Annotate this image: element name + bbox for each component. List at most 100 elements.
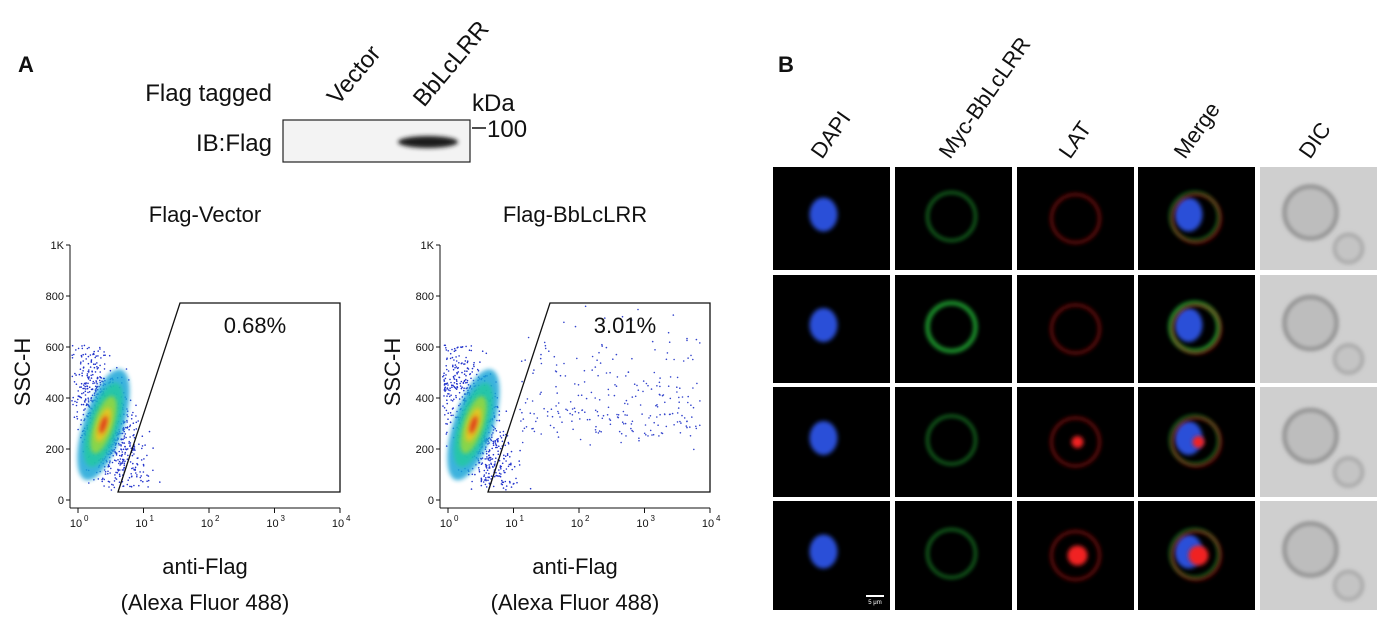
- membrane: [1169, 415, 1220, 465]
- event-dot: [544, 344, 547, 347]
- dic-cell: [1333, 457, 1364, 487]
- x-tick-exp: 3: [281, 514, 286, 523]
- event-dot: [469, 373, 471, 376]
- event-dot: [118, 481, 121, 484]
- event-dot: [90, 399, 92, 402]
- event-dot: [94, 363, 97, 366]
- x-tick-exp: 4: [716, 514, 721, 523]
- event-dot: [87, 355, 90, 358]
- event-dot: [454, 367, 456, 369]
- event-dot: [443, 395, 445, 397]
- event-dot: [686, 420, 688, 423]
- event-dot: [96, 368, 99, 370]
- event-dot: [124, 451, 127, 454]
- event-dot: [120, 448, 123, 451]
- event-dot: [133, 434, 135, 436]
- event-dot: [109, 472, 111, 474]
- event-dot: [128, 440, 130, 443]
- event-dot: [488, 476, 491, 479]
- event-dot: [645, 434, 647, 436]
- event-dot: [556, 431, 559, 434]
- event-dot: [80, 419, 82, 421]
- event-dot: [87, 397, 89, 400]
- event-dot: [634, 395, 637, 398]
- event-dot: [467, 368, 470, 370]
- event-dot: [533, 369, 535, 371]
- event-dot: [126, 426, 129, 428]
- event-dot: [84, 390, 87, 393]
- event-dot: [597, 432, 600, 434]
- event-dot: [114, 477, 117, 479]
- event-dot: [668, 413, 671, 416]
- event-dot: [82, 370, 84, 372]
- event-dot: [518, 460, 520, 462]
- event-dot: [638, 439, 640, 442]
- density-core: [99, 416, 108, 434]
- event-dot: [500, 468, 502, 470]
- event-dot: [671, 412, 674, 415]
- event-dot: [84, 353, 87, 356]
- event-dot: [142, 480, 144, 483]
- event-dot: [605, 372, 608, 374]
- event-dot: [451, 386, 453, 389]
- event-dot: [494, 443, 497, 445]
- event-dot: [656, 406, 659, 408]
- event-dot: [589, 444, 591, 446]
- event-dot: [656, 404, 658, 406]
- event-dot: [88, 346, 90, 349]
- event-dot: [695, 425, 697, 428]
- y-tick-label: 400: [416, 393, 434, 405]
- event-dot: [569, 412, 571, 415]
- dic-cell: [1333, 233, 1364, 264]
- event-dot: [86, 387, 89, 390]
- event-dot: [445, 389, 447, 391]
- event-dot: [607, 406, 610, 409]
- event-dot: [480, 479, 483, 482]
- event-dot: [612, 358, 614, 361]
- event-dot: [473, 365, 475, 368]
- event-dot: [133, 446, 135, 448]
- event-dot: [121, 432, 124, 435]
- event-dot: [471, 480, 473, 483]
- x-tick-exp: 1: [520, 514, 525, 523]
- event-dot: [130, 418, 133, 420]
- event-dot: [129, 442, 132, 444]
- event-dot: [473, 361, 475, 364]
- event-dot: [80, 386, 82, 388]
- event-dot: [81, 345, 83, 347]
- event-dot: [95, 355, 97, 357]
- event-dot: [488, 457, 490, 460]
- event-dot: [83, 409, 85, 411]
- event-dot: [508, 463, 511, 466]
- event-dot: [498, 459, 501, 462]
- event-dot: [113, 480, 116, 482]
- event-dot: [87, 382, 89, 385]
- event-dot: [494, 427, 497, 430]
- event-dot: [509, 482, 511, 484]
- event-dot: [121, 462, 124, 464]
- event-dot: [146, 454, 148, 457]
- x-axis-label: anti-Flag: [162, 554, 248, 579]
- event-dot: [457, 371, 460, 373]
- event-dot: [699, 342, 701, 344]
- event-dot: [503, 471, 506, 474]
- event-dot: [90, 377, 93, 379]
- event-dot: [527, 336, 530, 339]
- event-dot: [453, 347, 456, 350]
- event-dot: [443, 407, 446, 409]
- event-dot: [647, 435, 649, 437]
- event-dot: [656, 416, 658, 418]
- event-dot: [584, 411, 586, 414]
- event-dot: [136, 463, 139, 466]
- event-dot: [555, 405, 557, 407]
- event-dot: [103, 485, 105, 487]
- event-dot: [146, 480, 148, 483]
- event-dot: [118, 473, 121, 476]
- event-dot: [83, 382, 86, 385]
- event-dot: [485, 450, 488, 453]
- event-dot: [101, 478, 103, 481]
- event-dot: [83, 384, 85, 386]
- event-dot: [507, 443, 510, 445]
- event-dot: [132, 449, 134, 452]
